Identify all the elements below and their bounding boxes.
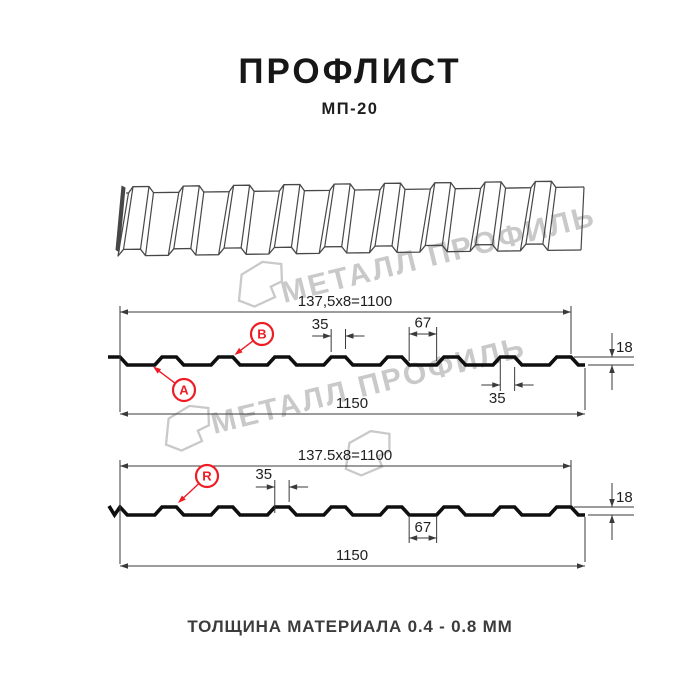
watermark-logo-icon bbox=[344, 429, 391, 477]
page-subtitle: МП-20 bbox=[321, 100, 379, 118]
dimension-text: 137,5x8=1100 bbox=[298, 293, 392, 310]
point-label-circle bbox=[249, 321, 275, 347]
point-label-circle bbox=[171, 377, 197, 403]
dimension-text: 18 bbox=[616, 339, 633, 356]
sheet-edge-cut bbox=[115, 185, 126, 253]
dimension-text: 1150 bbox=[336, 547, 368, 564]
section-2-drawing: 137.5x8=1100 1150 35 67 18 R bbox=[107, 447, 634, 569]
profile-cross-section bbox=[107, 504, 585, 519]
dimension-text: 67 bbox=[415, 519, 432, 536]
dimension-text: 137.5x8=1100 bbox=[298, 447, 392, 464]
dimension-text: 35 bbox=[489, 390, 506, 407]
watermark-logo-icon bbox=[237, 260, 284, 308]
point-label-letter: R bbox=[202, 469, 212, 484]
material-thickness-note: ТОЛЩИНА МАТЕРИАЛА 0.4 - 0.8 ММ bbox=[187, 617, 513, 636]
point-label-letter: B bbox=[257, 327, 266, 342]
watermark-brand-text: МЕТАЛЛ ПРОФИЛЬ bbox=[208, 331, 530, 441]
point-label-circle bbox=[194, 463, 220, 489]
dimension-text: 18 bbox=[616, 489, 633, 506]
profile-cross-section bbox=[108, 355, 585, 367]
section-1-drawing: 137,5x8=1100 1150 35 67 18 35 B A bbox=[108, 293, 634, 417]
dimension-text: 1150 bbox=[336, 395, 368, 412]
dimension-text: 35 bbox=[312, 316, 329, 333]
dimension-text: 67 bbox=[415, 315, 432, 332]
page-title: ПРОФЛИСТ bbox=[238, 52, 462, 91]
point-label-letter: A bbox=[179, 383, 189, 398]
dimension-text: 35 bbox=[255, 466, 272, 483]
profile-3d-view bbox=[115, 180, 585, 257]
